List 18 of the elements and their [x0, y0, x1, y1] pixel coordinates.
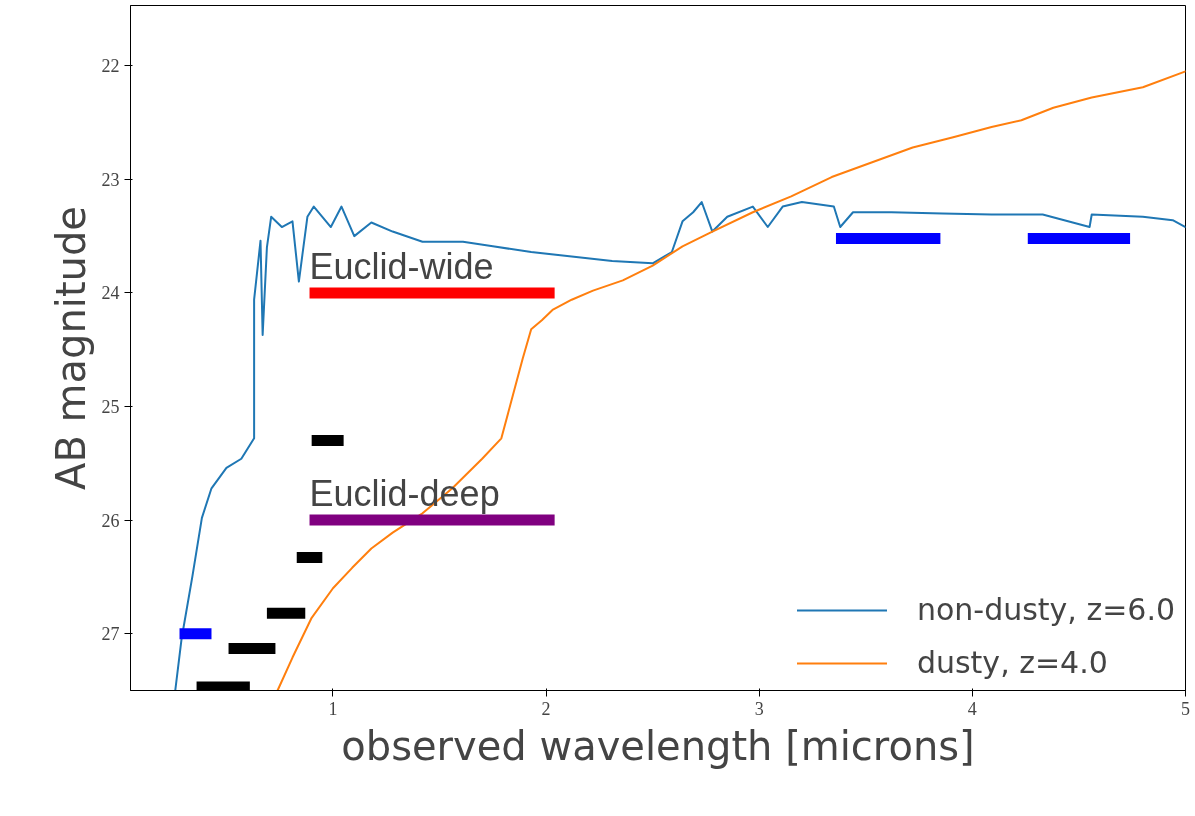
x-tick-label: 2 — [541, 698, 551, 719]
legend-label: dusty, z=4.0 — [916, 645, 1108, 680]
x-tick-label: 3 — [754, 698, 764, 719]
y-tick-label: 22 — [101, 56, 120, 77]
x-tick-label: 5 — [1181, 698, 1190, 719]
y-tick-label: 27 — [101, 624, 120, 645]
x-tick-label: 1 — [328, 698, 338, 719]
y-tick-label: 23 — [101, 169, 120, 190]
x-axis-title: observed wavelength [microns] — [341, 722, 975, 769]
y-tick-label: 24 — [101, 283, 120, 304]
line-series — [276, 70, 1186, 691]
x-tick-label: 4 — [967, 698, 977, 719]
legend-label: non-dusty, z=6.0 — [916, 592, 1175, 627]
y-axis-title: AB magnitude — [47, 206, 94, 490]
y-tick-label: 26 — [101, 510, 120, 531]
line-series — [174, 201, 1186, 691]
annotation: Euclid-wide — [309, 245, 494, 287]
y-tick-label: 25 — [101, 397, 120, 417]
